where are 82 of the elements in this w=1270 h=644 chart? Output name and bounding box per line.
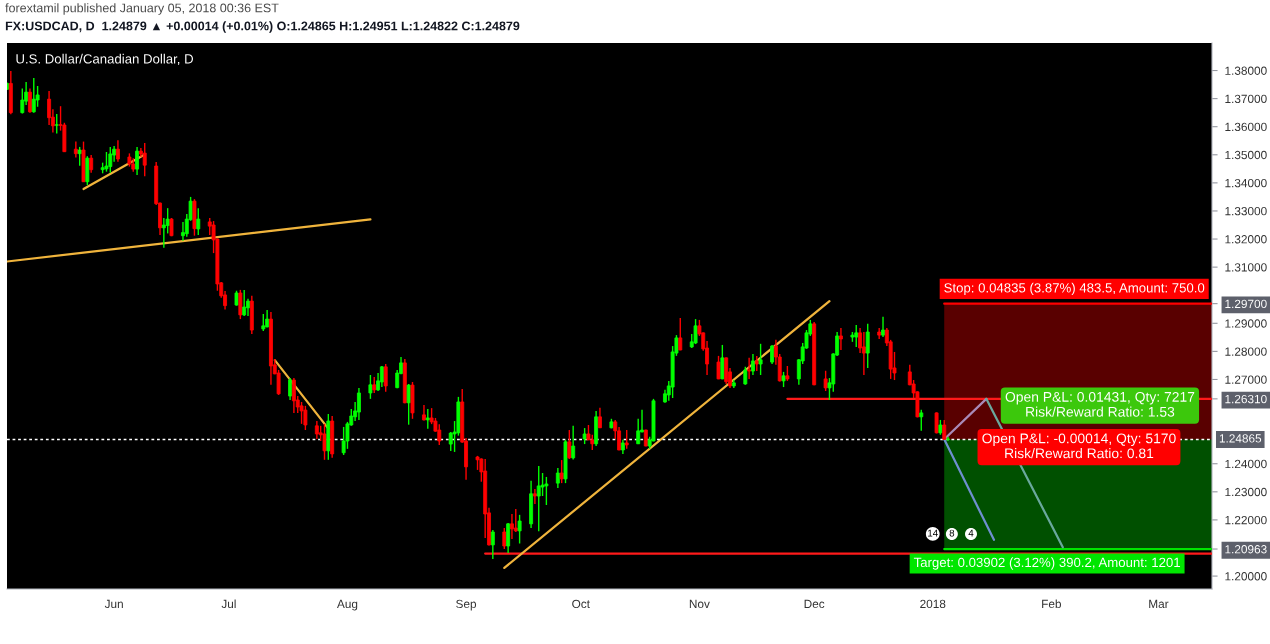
annotation: Stop: 0.04835 (3.87%) 483.5, Amount: 750.0 <box>944 282 1205 296</box>
annotation: 14 <box>928 529 938 537</box>
candlestick <box>425 408 430 430</box>
x-tick-label: Oct <box>572 599 590 609</box>
y-tick-label: 1.36000 <box>1225 122 1267 132</box>
y-tick-label: 1.24000 <box>1225 459 1267 469</box>
candlestick <box>303 405 308 431</box>
annotation: Open P&L: -0.00014, Qty: 5170 Risk/Reward Ratio: 0.81 <box>982 433 1176 459</box>
x-tick-label: Mar <box>1149 599 1169 609</box>
y-tick-label: 1.35000 <box>1225 150 1267 160</box>
x-tick-label: Sep <box>456 599 477 611</box>
candlestick <box>555 467 560 489</box>
candlestick <box>536 465 541 532</box>
y-tick-label: 1.29000 <box>1225 319 1267 328</box>
text: forextamil published January 05, 2018 00:36 EST <box>5 3 279 15</box>
candlestick <box>823 370 828 392</box>
candlestick <box>28 87 32 114</box>
chart-subtitle: FX:USDCAD, D 1.24879 ▲ +0.00014 (+0.01%) O:1.24865 H:1.24951 L:1.24822 C:1.24879 <box>5 21 520 33</box>
y-tick-label: 1.31000 <box>1225 263 1267 272</box>
text: U.S. Dollar/Canadian Dollar, D <box>16 53 194 66</box>
x-tick-label: Dec <box>804 599 825 609</box>
x-tick-label: Jun <box>104 599 123 609</box>
candlestick <box>747 357 752 380</box>
candlestick <box>854 324 859 348</box>
candlestick <box>506 522 511 554</box>
x-tick-label: 2018 <box>920 599 946 609</box>
candlestick <box>865 323 870 369</box>
candlestick <box>104 151 109 173</box>
candlestick <box>624 429 629 450</box>
y-tick-label: 1.20000 <box>1225 572 1267 581</box>
x-tick-label: Feb <box>1042 599 1062 609</box>
candlestick <box>406 383 411 426</box>
annotation: Open P&L: 0.01431, Qty: 7217 Risk/Reward Ratio: 1.53 <box>1005 391 1195 417</box>
y-tick-label: 1.29700 <box>1225 299 1267 309</box>
x-tick-label: Jul <box>221 599 236 609</box>
candlestick <box>288 377 293 401</box>
y-tick-label: 1.20963 <box>1225 545 1267 554</box>
candlestick <box>437 423 442 446</box>
candlestick <box>73 140 78 159</box>
candlestick <box>693 318 698 345</box>
candlestick <box>502 527 507 550</box>
y-tick-label: 1.26310 <box>1225 394 1267 404</box>
y-tick-label: 1.34000 <box>1225 178 1267 188</box>
y-tick-label: 1.27000 <box>1225 375 1267 384</box>
candlestick <box>838 327 843 351</box>
x-tick-label: Nov <box>689 599 710 609</box>
candlestick <box>54 113 59 135</box>
candlestick <box>238 289 243 320</box>
candlestick <box>751 353 755 376</box>
candlestick <box>31 77 36 114</box>
candlestick <box>636 418 641 445</box>
ref-line-label: 1.24865 <box>1219 434 1262 443</box>
y-tick-label: 1.38000 <box>1225 66 1267 75</box>
candlestick <box>544 476 549 506</box>
candlestick <box>567 429 572 460</box>
candlestick <box>532 488 537 505</box>
y-tick-label: 1.33000 <box>1225 206 1267 216</box>
candlestick <box>724 356 729 385</box>
candlestick <box>517 514 522 545</box>
candlestick <box>510 513 514 540</box>
y-tick-label: 1.28000 <box>1225 347 1267 356</box>
candlestick <box>720 344 725 380</box>
y-tick-label: 1.23000 <box>1225 487 1267 497</box>
candlestick <box>356 387 361 421</box>
candlestick <box>919 409 924 432</box>
annotation: Target: 0.03902 (3.12%) 390.2, Amount: 1201 <box>913 557 1180 570</box>
y-tick-label: 1.32000 <box>1225 235 1267 244</box>
candlestick <box>678 317 683 351</box>
annotation: 4 <box>968 529 974 537</box>
y-tick-label: 1.37000 <box>1225 94 1267 104</box>
candlestick <box>861 331 866 376</box>
candlestick <box>559 459 564 484</box>
annotation: 8 <box>949 529 955 537</box>
y-tick-label: 1.22000 <box>1225 515 1267 525</box>
candlestick <box>881 316 885 338</box>
candlestick <box>196 207 201 236</box>
candlestick <box>490 529 495 560</box>
candlestick <box>291 377 296 414</box>
candlestick <box>571 425 576 461</box>
candlestick <box>716 355 721 380</box>
candlestick <box>341 426 346 456</box>
x-tick-label: Aug <box>336 599 358 611</box>
